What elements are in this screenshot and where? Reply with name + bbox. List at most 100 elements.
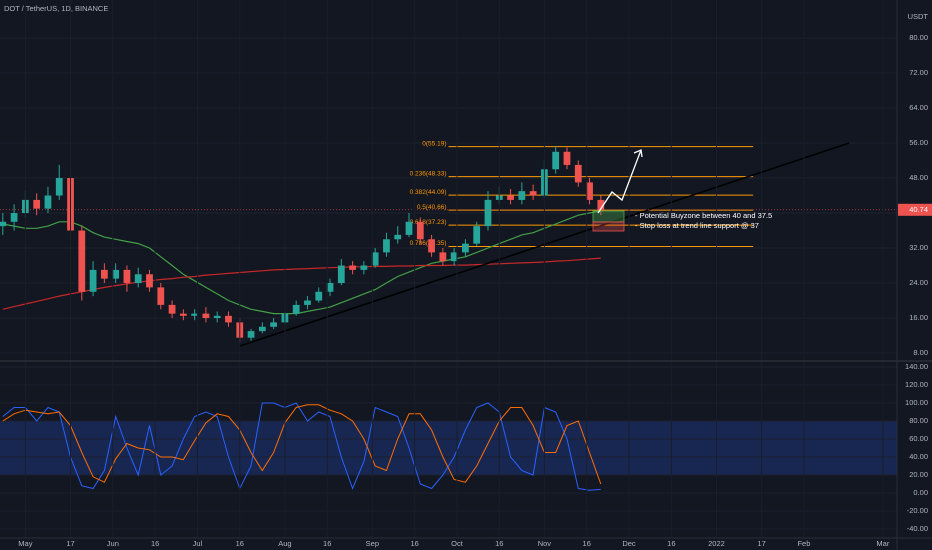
candle-body [78, 230, 86, 292]
candle-body [10, 213, 18, 222]
candle-body [202, 313, 210, 319]
last-price-label: 40.74 [909, 205, 928, 214]
candle-body [462, 243, 469, 253]
y-tick-label: 64.00 [909, 103, 928, 112]
x-tick-label: 16 [410, 539, 418, 548]
x-tick-label: Jun [107, 539, 119, 548]
y-tick-label: 80.00 [909, 33, 928, 42]
x-tick-label: 16 [583, 539, 591, 548]
candle-body [326, 283, 334, 292]
line-series [2, 404, 602, 485]
candle-body [315, 291, 323, 301]
fib-label: 0.5(40.66) [417, 204, 447, 211]
x-tick-label: 17 [66, 539, 74, 548]
candle-body [258, 326, 266, 332]
candle-body [473, 226, 481, 244]
x-tick-label: Sep [366, 539, 379, 548]
fib-label: 0(55.19) [422, 140, 446, 147]
candle-body [191, 313, 199, 316]
fib-label: 0.786(32.35) [410, 240, 447, 247]
y-tick-label: 8.00 [913, 348, 928, 357]
candle-body [450, 252, 458, 262]
candle-body [405, 221, 413, 235]
candle-body [0, 221, 7, 227]
candle-body [349, 265, 356, 270]
candle-body [360, 265, 368, 270]
y-tick-label: 60.00 [909, 434, 928, 443]
candle-body [100, 269, 108, 279]
candle-body [371, 252, 379, 266]
y-tick-label: -40.00 [907, 524, 928, 533]
candle-body [304, 300, 311, 305]
candle-body [563, 151, 571, 165]
candle-body [157, 287, 165, 305]
stop-zone [592, 221, 625, 232]
line-series [2, 210, 601, 315]
x-tick-label: Aug [278, 539, 291, 548]
candle-body [552, 151, 560, 170]
y-tick-label: 120.00 [905, 380, 928, 389]
y-tick-label: 100.00 [905, 398, 928, 407]
candle-body [112, 269, 120, 279]
chart-title: DOT / TetherUS, 1D, BINANCE [4, 4, 108, 13]
x-tick-label: 2022 [708, 539, 725, 548]
candle-body [33, 199, 41, 209]
y-tick-label: 32.00 [909, 243, 928, 252]
x-tick-label: 17 [757, 539, 765, 548]
y-tick-label: 24.00 [909, 278, 928, 287]
fib-label: 0.236(48.33) [410, 170, 447, 177]
candle-body [225, 315, 232, 323]
x-tick-label: 16 [495, 539, 503, 548]
candle-body [213, 315, 221, 319]
candle-body [44, 195, 52, 209]
x-tick-label: Dec [622, 539, 636, 548]
candle-body [123, 269, 131, 284]
candle-body [394, 234, 402, 240]
candle-body [597, 199, 605, 210]
y-tick-label: 56.00 [909, 138, 928, 147]
y-tick-label: 48.00 [909, 173, 928, 182]
y-tick-label: 0.00 [913, 488, 928, 497]
candle-body [337, 265, 345, 284]
candle-body [507, 195, 514, 200]
annotation: - Stop loss at trend line support @ 37 [635, 221, 759, 230]
y-tick-label: 20.00 [909, 470, 928, 479]
candle-body [247, 331, 255, 338]
x-tick-label: 16 [236, 539, 244, 548]
y-axis-label: USDT [908, 12, 929, 21]
candle-body [383, 239, 390, 253]
candle-body [586, 182, 593, 200]
x-tick-label: 16 [323, 539, 331, 548]
x-tick-label: Oct [451, 539, 464, 548]
fib-label: 0.382(44.09) [410, 189, 447, 196]
y-tick-label: 80.00 [909, 416, 928, 425]
x-tick-label: May [18, 539, 32, 548]
x-tick-label: Mar [876, 539, 889, 548]
candle-body [428, 239, 435, 253]
y-tick-label: 16.00 [909, 313, 928, 322]
candle-body [292, 304, 300, 314]
y-tick-label: 72.00 [909, 68, 928, 77]
x-tick-label: Nov [538, 539, 552, 548]
x-tick-label: 16 [667, 539, 675, 548]
candle-body [146, 274, 153, 288]
candle-body [55, 178, 63, 196]
candle-body [518, 191, 526, 200]
line-series [2, 257, 601, 310]
candle-body [168, 304, 176, 314]
candle-body [574, 164, 582, 183]
candle-body [270, 322, 277, 327]
y-tick-label: 40.00 [909, 452, 928, 461]
candle-body [484, 199, 492, 227]
last-price-box [898, 203, 932, 216]
candle-body [89, 269, 97, 292]
annotation: - Potential Buyzone between 40 and 37.5 [635, 211, 772, 220]
candle-body [529, 191, 537, 196]
arrow-head [633, 149, 643, 158]
y-tick-label: 140.00 [905, 362, 928, 371]
y-tick-label: -20.00 [907, 506, 928, 515]
candle-body [134, 274, 142, 284]
candle-body [439, 252, 447, 262]
